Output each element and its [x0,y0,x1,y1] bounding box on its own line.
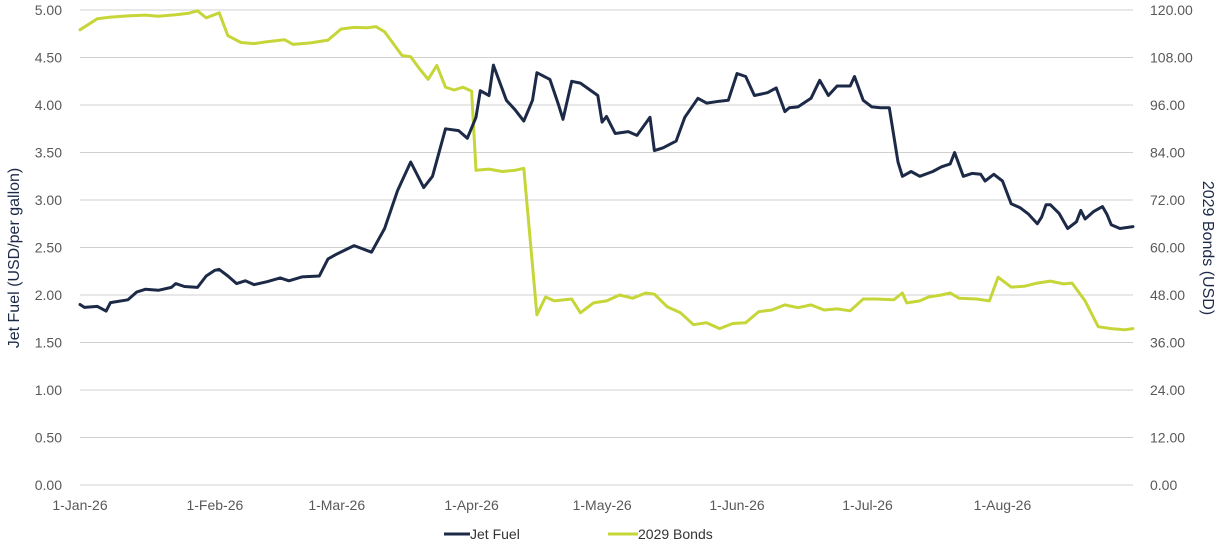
x-tick-label: 1-Mar-26 [308,497,365,513]
left-tick-label: 0.50 [35,430,62,446]
right-tick-label: 84.00 [1150,145,1185,161]
right-axis-title: 2029 Bonds (USD) [1199,181,1216,315]
right-tick-label: 24.00 [1150,382,1185,398]
right-tick-label: 108.00 [1150,50,1193,66]
legend-label-2029-bonds: 2029 Bonds [638,526,713,542]
left-tick-label: 1.00 [35,382,62,398]
x-axis-ticks: 1-Jan-26 1-Feb-26 1-Mar-26 1-Apr-26 1-May-26… [52,497,1031,513]
right-tick-label: 72.00 [1150,192,1185,208]
legend: Jet Fuel 2029 Bonds [444,526,713,542]
right-tick-label: 120.00 [1150,2,1193,18]
left-tick-label: 3.50 [35,145,62,161]
left-tick-label: 5.00 [35,2,62,18]
right-tick-label: 96.00 [1150,97,1185,113]
series-line-2029-bonds [78,9,1135,332]
x-tick-label: 1-Jul-26 [842,497,893,513]
x-tick-label: 1-Apr-26 [444,497,499,513]
right-tick-label: 60.00 [1150,240,1185,256]
x-tick-label: 1-May-26 [573,497,632,513]
right-tick-label: 36.00 [1150,335,1185,351]
left-axis-title: Jet Fuel (USD/per gallon) [6,168,23,349]
x-tick-label: 1-Jan-26 [52,497,107,513]
left-tick-label: 3.00 [35,192,62,208]
left-tick-label: 1.50 [35,335,62,351]
left-tick-label: 4.00 [35,97,62,113]
right-tick-label: 0.00 [1150,477,1177,493]
series-lines [78,9,1135,332]
x-tick-label: 1-Aug-26 [974,497,1032,513]
left-tick-label: 2.50 [35,240,62,256]
series-line-jet-fuel [78,63,1135,313]
gridlines [80,9,1133,486]
left-tick-label: 2.00 [35,287,62,303]
left-tick-label: 4.50 [35,50,62,66]
left-axis-ticks: 0.00 0.50 1.00 1.50 2.00 2.50 3.00 3.50 4.00 4.50… [35,2,62,493]
x-tick-label: 1-Jun-26 [709,497,764,513]
right-tick-label: 48.00 [1150,287,1185,303]
x-tick-label: 1-Feb-26 [186,497,243,513]
right-axis-ticks: 0.00 12.00 24.00 36.00 48.00 60.00 72.00 84.00 9… [1150,2,1193,493]
right-tick-label: 12.00 [1150,430,1185,446]
legend-label-jet-fuel: Jet Fuel [470,526,520,542]
left-tick-label: 0.00 [35,477,62,493]
